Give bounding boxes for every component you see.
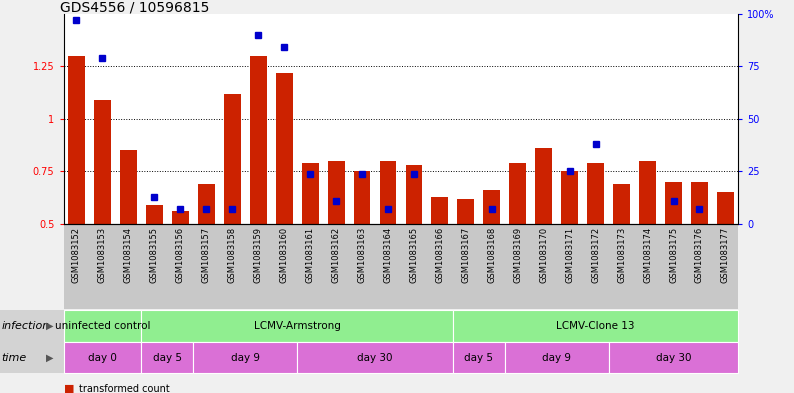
Bar <box>302 163 318 224</box>
Bar <box>484 190 500 224</box>
Bar <box>120 151 137 224</box>
Bar <box>94 100 111 224</box>
Bar <box>276 73 293 224</box>
Bar <box>406 165 422 224</box>
Bar <box>535 148 552 224</box>
Bar <box>717 193 734 224</box>
Bar <box>509 163 526 224</box>
Text: LCMV-Clone 13: LCMV-Clone 13 <box>557 321 635 331</box>
Text: day 30: day 30 <box>357 353 393 363</box>
Text: time: time <box>2 353 27 363</box>
Bar <box>431 196 449 224</box>
Text: transformed count: transformed count <box>79 384 170 393</box>
Bar <box>353 171 371 224</box>
Bar <box>380 161 396 224</box>
Bar <box>146 205 163 224</box>
Bar <box>613 184 630 224</box>
Bar <box>328 161 345 224</box>
Bar <box>457 199 474 224</box>
Bar <box>691 182 708 224</box>
Text: day 9: day 9 <box>231 353 260 363</box>
Text: ▶: ▶ <box>45 353 53 363</box>
Text: LCMV-Armstrong: LCMV-Armstrong <box>254 321 341 331</box>
Text: day 5: day 5 <box>464 353 493 363</box>
Text: day 0: day 0 <box>88 353 117 363</box>
Text: day 9: day 9 <box>542 353 571 363</box>
Text: day 30: day 30 <box>656 353 692 363</box>
Bar <box>68 56 85 224</box>
Bar <box>665 182 682 224</box>
Text: ■: ■ <box>64 384 74 393</box>
Text: day 5: day 5 <box>153 353 182 363</box>
Bar <box>561 171 578 224</box>
Bar <box>198 184 214 224</box>
Text: uninfected control: uninfected control <box>55 321 150 331</box>
Bar <box>250 56 267 224</box>
Bar <box>172 211 189 224</box>
Text: infection: infection <box>2 321 50 331</box>
Bar <box>224 94 241 224</box>
Text: GDS4556 / 10596815: GDS4556 / 10596815 <box>60 1 209 15</box>
Bar <box>588 163 604 224</box>
Bar <box>639 161 656 224</box>
Text: ▶: ▶ <box>45 321 53 331</box>
